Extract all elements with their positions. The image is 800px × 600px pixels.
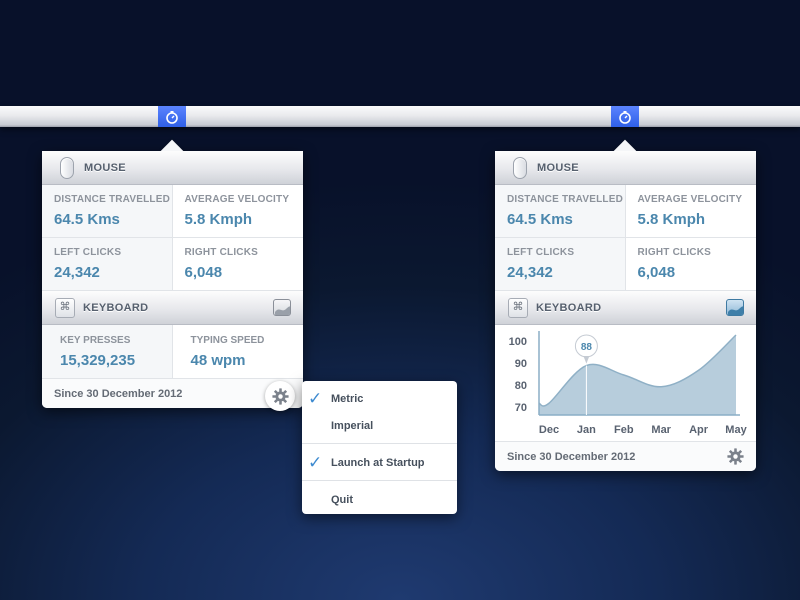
stat-label: KEY PRESSES xyxy=(60,335,131,346)
menubar-stopwatch-button[interactable] xyxy=(158,106,186,127)
chart-area-fill xyxy=(539,335,736,415)
stopwatch-icon xyxy=(619,110,631,124)
command-key-icon: ⌘ xyxy=(55,297,75,318)
x-tick-label: Dec xyxy=(539,424,559,436)
keyboard-stats-grid: KEY PRESSES 15,329,235 TYPING SPEED 48 w… xyxy=(42,325,303,379)
highlight-bubble-tail xyxy=(583,356,590,364)
stat-label: TYPING SPEED xyxy=(190,335,265,346)
stat-label: LEFT CLICKS xyxy=(507,247,575,258)
stat-distance: DISTANCE TRAVELLED 64.5 Kms xyxy=(42,185,173,238)
menu-item-label: Quit xyxy=(331,493,353,506)
stat-value: 6,048 xyxy=(637,264,676,281)
stat-label: LEFT CLICKS xyxy=(54,247,122,258)
x-tick-label: Mar xyxy=(651,424,671,436)
chart-icon xyxy=(728,306,743,315)
stat-typing-speed: TYPING SPEED 48 wpm xyxy=(173,325,304,378)
mouse-icon xyxy=(513,156,527,179)
stat-value: 64.5 Kms xyxy=(54,211,120,228)
gear-icon[interactable] xyxy=(727,448,744,465)
stat-label: DISTANCE TRAVELLED xyxy=(507,194,624,205)
y-tick-label: 100 xyxy=(509,336,527,348)
keyboard-chart: 100 90 80 70 Dec Jan Feb Mar Apr May 88 xyxy=(495,325,756,442)
stats-panel-left: MOUSE DISTANCE TRAVELLED 64.5 Kms AVERAG… xyxy=(42,139,303,408)
since-date: Since 30 December 2012 xyxy=(54,387,183,400)
stat-label: AVERAGE VELOCITY xyxy=(637,194,743,205)
chart-toggle-button-active[interactable] xyxy=(726,299,744,316)
menu-item-label: Launch at Startup xyxy=(331,456,425,469)
area-chart: 100 90 80 70 Dec Jan Feb Mar Apr May 88 xyxy=(509,331,748,436)
menu-item-quit[interactable]: Quit xyxy=(302,486,457,513)
menu-bar xyxy=(0,106,800,127)
chart-toggle-button[interactable] xyxy=(273,299,291,316)
menu-item-label: Imperial xyxy=(331,419,374,432)
menu-item-label: Metric xyxy=(331,392,364,405)
menu-item-launch-at-startup[interactable]: ✓ Launch at Startup xyxy=(302,449,457,476)
stopwatch-icon xyxy=(166,110,178,124)
y-tick-label: 90 xyxy=(515,358,527,370)
section-title: KEYBOARD xyxy=(83,301,149,314)
stat-label: DISTANCE TRAVELLED xyxy=(54,194,171,205)
stat-right-clicks: RIGHT CLICKS 6,048 xyxy=(172,238,303,291)
stat-left-clicks: LEFT CLICKS 24,342 xyxy=(495,238,626,291)
stat-value: 15,329,235 xyxy=(60,352,136,369)
x-tick-label: Feb xyxy=(614,424,634,436)
x-tick-label: Jan xyxy=(577,424,596,436)
stats-panel-right: MOUSE DISTANCE TRAVELLED 64.5 Kms AVERAG… xyxy=(495,139,756,471)
checkmark-icon: ✓ xyxy=(308,453,323,472)
stat-velocity: AVERAGE VELOCITY 5.8 Kmph xyxy=(172,185,303,238)
panel-footer: Since 30 December 2012 xyxy=(42,379,303,408)
menu-separator xyxy=(302,480,457,481)
x-tick-label: Apr xyxy=(689,424,709,436)
stat-value: 5.8 Kmph xyxy=(184,211,253,228)
stat-value: 24,342 xyxy=(54,264,100,281)
menubar-stopwatch-button-2[interactable] xyxy=(611,106,639,127)
stat-label: AVERAGE VELOCITY xyxy=(184,194,290,205)
mouse-section-header: MOUSE xyxy=(495,151,756,185)
stat-right-clicks: RIGHT CLICKS 6,048 xyxy=(625,238,756,291)
mouse-icon xyxy=(60,156,74,179)
gear-icon xyxy=(271,387,289,405)
command-key-icon: ⌘ xyxy=(508,297,528,318)
highlight-value-label: 88 xyxy=(581,342,593,353)
menu-item-imperial[interactable]: Imperial xyxy=(302,412,457,439)
stat-distance: DISTANCE TRAVELLED 64.5 Kms xyxy=(495,185,626,238)
stat-value: 64.5 Kms xyxy=(507,211,573,228)
menu-separator xyxy=(302,443,457,444)
stat-value: 5.8 Kmph xyxy=(637,211,706,228)
stat-value: 6,048 xyxy=(184,264,223,281)
stat-value: 48 wpm xyxy=(190,352,246,369)
section-title: KEYBOARD xyxy=(536,301,602,314)
checkmark-icon: ✓ xyxy=(308,389,323,408)
stat-label: RIGHT CLICKS xyxy=(637,247,712,258)
keyboard-section-header: ⌘ KEYBOARD xyxy=(42,291,303,325)
menu-item-metric[interactable]: ✓ Metric xyxy=(302,385,457,412)
mouse-section-header: MOUSE xyxy=(42,151,303,185)
since-date: Since 30 December 2012 xyxy=(507,450,636,463)
keyboard-section-header: ⌘ KEYBOARD xyxy=(495,291,756,325)
stat-label: RIGHT CLICKS xyxy=(184,247,259,258)
stat-value: 24,342 xyxy=(507,264,553,281)
settings-gear-button[interactable] xyxy=(265,381,295,411)
settings-menu: ✓ Metric Imperial ✓ Launch at Startup Qu… xyxy=(302,381,457,514)
y-tick-label: 80 xyxy=(515,380,527,392)
chart-series-line xyxy=(538,334,737,407)
y-tick-label: 70 xyxy=(515,402,527,414)
section-title: MOUSE xyxy=(537,161,579,174)
section-title: MOUSE xyxy=(84,161,126,174)
x-tick-label: May xyxy=(725,424,747,436)
stat-left-clicks: LEFT CLICKS 24,342 xyxy=(42,238,173,291)
panel-footer: Since 30 December 2012 xyxy=(495,442,756,471)
chart-icon xyxy=(275,306,290,315)
stat-key-presses: KEY PRESSES 15,329,235 xyxy=(42,325,173,378)
mouse-stats-grid: DISTANCE TRAVELLED 64.5 Kms AVERAGE VELO… xyxy=(42,185,303,291)
stat-velocity: AVERAGE VELOCITY 5.8 Kmph xyxy=(625,185,756,238)
mouse-stats-grid: DISTANCE TRAVELLED 64.5 Kms AVERAGE VELO… xyxy=(495,185,756,291)
